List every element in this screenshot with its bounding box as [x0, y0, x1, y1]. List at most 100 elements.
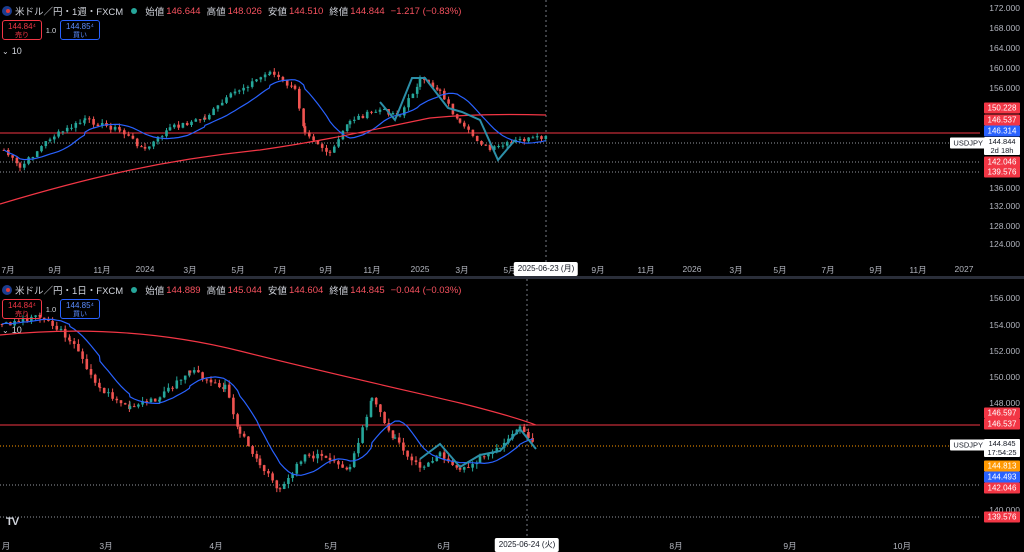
candle-body: [488, 144, 492, 150]
last-price-tag: 144.844 2d 18h: [984, 137, 1020, 155]
candle-body: [337, 461, 340, 465]
candle-body: [271, 473, 274, 481]
chart-header: 米ドル／円・1週・FXCM 始値 146.644 高値 148.026 安値 144.…: [2, 4, 467, 18]
time-tick-label: 3月: [455, 265, 469, 275]
price-axis[interactable]: 156.000154.000152.000150.000148.000146.0…: [950, 279, 1024, 552]
candle-body: [523, 138, 526, 142]
daily-chart-pane[interactable]: 米ドル／円・1日・FXCM 始値 144.889 高値 145.044 安値 144.…: [0, 279, 1024, 552]
crosshair-date-label: 2025-06-24 (火): [494, 538, 560, 552]
candle-body: [316, 453, 319, 459]
candle-body: [156, 136, 160, 142]
candle-body: [527, 137, 530, 142]
candle-body: [177, 124, 180, 128]
candle-body: [442, 452, 446, 459]
candle-body: [238, 90, 241, 92]
weekly-chart-pane[interactable]: 米ドル／円・1週・FXCM 始値 146.644 高値 148.026 安値 144.…: [0, 0, 1024, 276]
high-value: 145.044: [227, 284, 262, 296]
candle-body: [467, 126, 470, 130]
symbol-title[interactable]: 米ドル／円・1日・FXCM: [15, 286, 124, 297]
candle-body: [55, 325, 59, 330]
candle-body: [213, 382, 217, 384]
candle-body: [42, 317, 46, 320]
candle-body: [203, 117, 207, 120]
candle-body: [27, 157, 30, 164]
symbol-title[interactable]: 米ドル／円・1週・FXCM: [15, 7, 124, 18]
trade-buttons: 144.84⁴ 売り 1.0 144.85⁴ 買い: [2, 20, 100, 40]
candle-body: [205, 379, 209, 381]
weekly-chart-canvas[interactable]: [0, 0, 980, 262]
candle-body: [53, 136, 56, 140]
market-status-icon: [131, 287, 138, 293]
candle-body: [57, 131, 60, 137]
candle-body: [480, 140, 483, 145]
candle-body: [348, 466, 352, 470]
candle-body: [332, 460, 336, 462]
candle-body: [302, 108, 305, 127]
candle-body: [128, 406, 132, 409]
time-axis[interactable]: 月 3月 4月 5月 6月 8月 9月 10月 2025-06-24 (火): [0, 538, 980, 552]
candle-body: [353, 119, 356, 121]
sell-button[interactable]: 144.84⁴ 売り: [2, 299, 42, 319]
low-label: 安値: [267, 7, 287, 18]
candle-body: [370, 397, 374, 401]
chevron-down-icon: ⌄: [2, 46, 9, 56]
indicator-toggle[interactable]: ⌄ 10: [2, 46, 22, 56]
candle-body: [345, 467, 349, 470]
candle-body: [471, 464, 474, 468]
candle-body: [357, 442, 360, 454]
last-price-value: 144.844: [988, 137, 1016, 146]
candle-body: [295, 463, 299, 474]
candle-body: [131, 135, 135, 139]
candle-body: [123, 130, 126, 135]
indicator-toggle[interactable]: ⌄ 10: [2, 325, 22, 335]
time-tick-label: 2026: [682, 264, 702, 274]
buy-button[interactable]: 144.85⁴ 買い: [60, 299, 100, 319]
time-tick-label: 10月: [893, 541, 911, 551]
price-tick-label: 168.000: [989, 23, 1020, 33]
moving-average-slow-line: [0, 113, 547, 205]
flag-icon: [2, 285, 12, 295]
price-level-tag: 146.537: [984, 114, 1020, 126]
pane-separator[interactable]: [0, 276, 1024, 279]
buy-button[interactable]: 144.85⁴ 買い: [60, 20, 100, 40]
candle-body: [418, 462, 422, 468]
candle-body: [77, 343, 80, 352]
candle-body: [98, 387, 102, 389]
candle-body: [268, 74, 271, 76]
candle-body: [505, 142, 509, 146]
time-tick-label: 9月: [319, 265, 333, 275]
price-axis[interactable]: 172.000 168.000 164.000 160.000 156.000 136.0…: [950, 0, 1024, 276]
candle-body: [100, 123, 104, 127]
candle-body: [275, 480, 279, 489]
low-label: 安値: [267, 286, 287, 297]
candle-body: [173, 124, 176, 128]
candle-body: [383, 109, 386, 111]
time-tick-label: 5月: [324, 541, 338, 551]
time-axis[interactable]: 7月 9月 11月 2024 3月 5月 7月 9月 11月 2025 3月 5月 9月 11月 2026 3…: [0, 262, 980, 276]
time-tick-label: 9月: [783, 541, 797, 551]
close-label: 終値: [329, 7, 349, 18]
price-level-tag: 144.493: [984, 471, 1020, 483]
moving-average-slow-line: [0, 330, 537, 426]
tradingview-logo-icon[interactable]: TV: [6, 516, 19, 528]
time-tick-label: 11月: [93, 265, 111, 275]
close-value: 144.845: [350, 284, 385, 296]
sell-button[interactable]: 144.84⁴ 売り: [2, 20, 42, 40]
candle-body: [47, 319, 50, 321]
candle-body: [227, 384, 231, 398]
time-tick-label: 9月: [869, 265, 883, 275]
candle-body: [44, 141, 48, 147]
candle-body: [478, 456, 482, 464]
candle-body: [175, 380, 179, 389]
candle-body: [415, 86, 419, 94]
candle-body: [72, 341, 76, 344]
price-level-tag: 144.813: [984, 460, 1020, 472]
candle-body: [341, 131, 345, 140]
candle-body: [320, 144, 324, 148]
candle-body: [201, 372, 204, 380]
candle-body: [458, 467, 462, 470]
market-status-icon: [131, 8, 138, 14]
price-level-tag: 150.228: [984, 102, 1020, 114]
candle-body: [316, 140, 320, 145]
daily-chart-canvas[interactable]: [0, 279, 980, 538]
